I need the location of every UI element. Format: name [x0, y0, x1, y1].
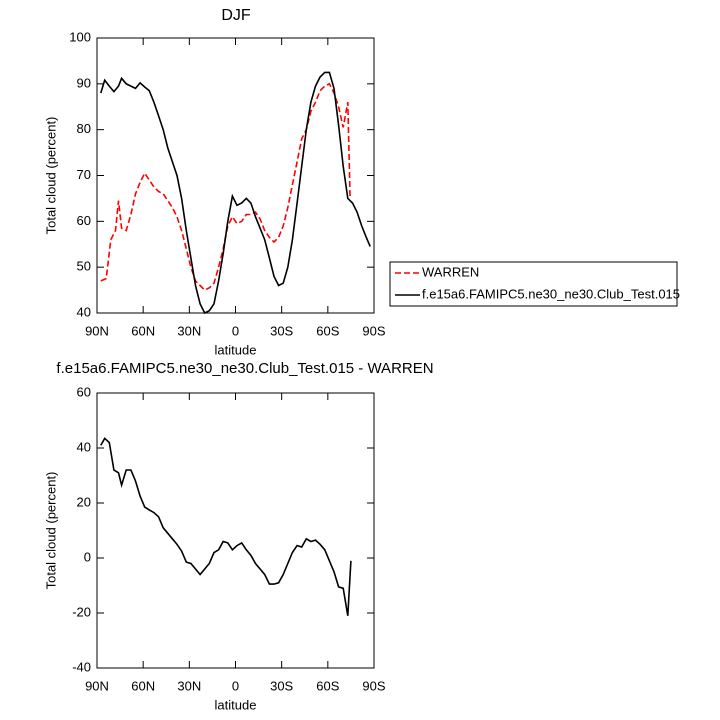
y-tick-label: 20: [77, 494, 91, 509]
x-tick-label: 30N: [177, 323, 201, 338]
x-tick-label: 90S: [362, 323, 385, 338]
x-tick-label: 30S: [270, 323, 293, 338]
y-tick-label: 100: [69, 29, 91, 44]
y-tick-label: 50: [77, 259, 91, 274]
x-tick-label: 60N: [131, 323, 155, 338]
y-tick-label: -20: [72, 604, 91, 619]
y-tick-label: 60: [77, 384, 91, 399]
chart-title: DJF: [221, 7, 251, 24]
y-tick-label: -40: [72, 659, 91, 674]
y-axis-label: Total cloud (percent): [43, 472, 58, 590]
y-tick-label: 0: [84, 549, 91, 564]
x-tick-label: 60S: [316, 678, 339, 693]
x-tick-label: 60N: [131, 678, 155, 693]
y-tick-label: 40: [77, 439, 91, 454]
x-tick-label: 90N: [85, 678, 109, 693]
y-axis-label: Total cloud (percent): [43, 117, 58, 235]
y-tick-label: 80: [77, 121, 91, 136]
data-line: [100, 82, 351, 292]
y-tick-label: 70: [77, 167, 91, 182]
data-line: [100, 71, 371, 315]
chart-title: f.e15a6.FAMIPC5.ne30_ne30.Club_Test.015 …: [56, 360, 433, 377]
legend-label: f.e15a6.FAMIPC5.ne30_ne30.Club_Test.015: [422, 286, 680, 301]
data-line: [100, 437, 352, 616]
x-tick-label: 30S: [270, 678, 293, 693]
legend-box: [389, 261, 678, 307]
plot-frame: [96, 392, 375, 669]
x-tick-label: 60S: [316, 323, 339, 338]
x-tick-label: 0: [232, 678, 239, 693]
y-tick-label: 90: [77, 75, 91, 90]
plot-frame: [96, 37, 375, 314]
x-tick-label: 90S: [362, 678, 385, 693]
y-tick-label: 60: [77, 213, 91, 228]
y-tick-label: 40: [77, 304, 91, 319]
x-axis-label: latitude: [215, 697, 257, 712]
x-axis-label: latitude: [215, 342, 257, 357]
legend-label: WARREN: [422, 264, 479, 279]
x-tick-label: 30N: [177, 678, 201, 693]
x-tick-label: 90N: [85, 323, 109, 338]
x-tick-label: 0: [232, 323, 239, 338]
